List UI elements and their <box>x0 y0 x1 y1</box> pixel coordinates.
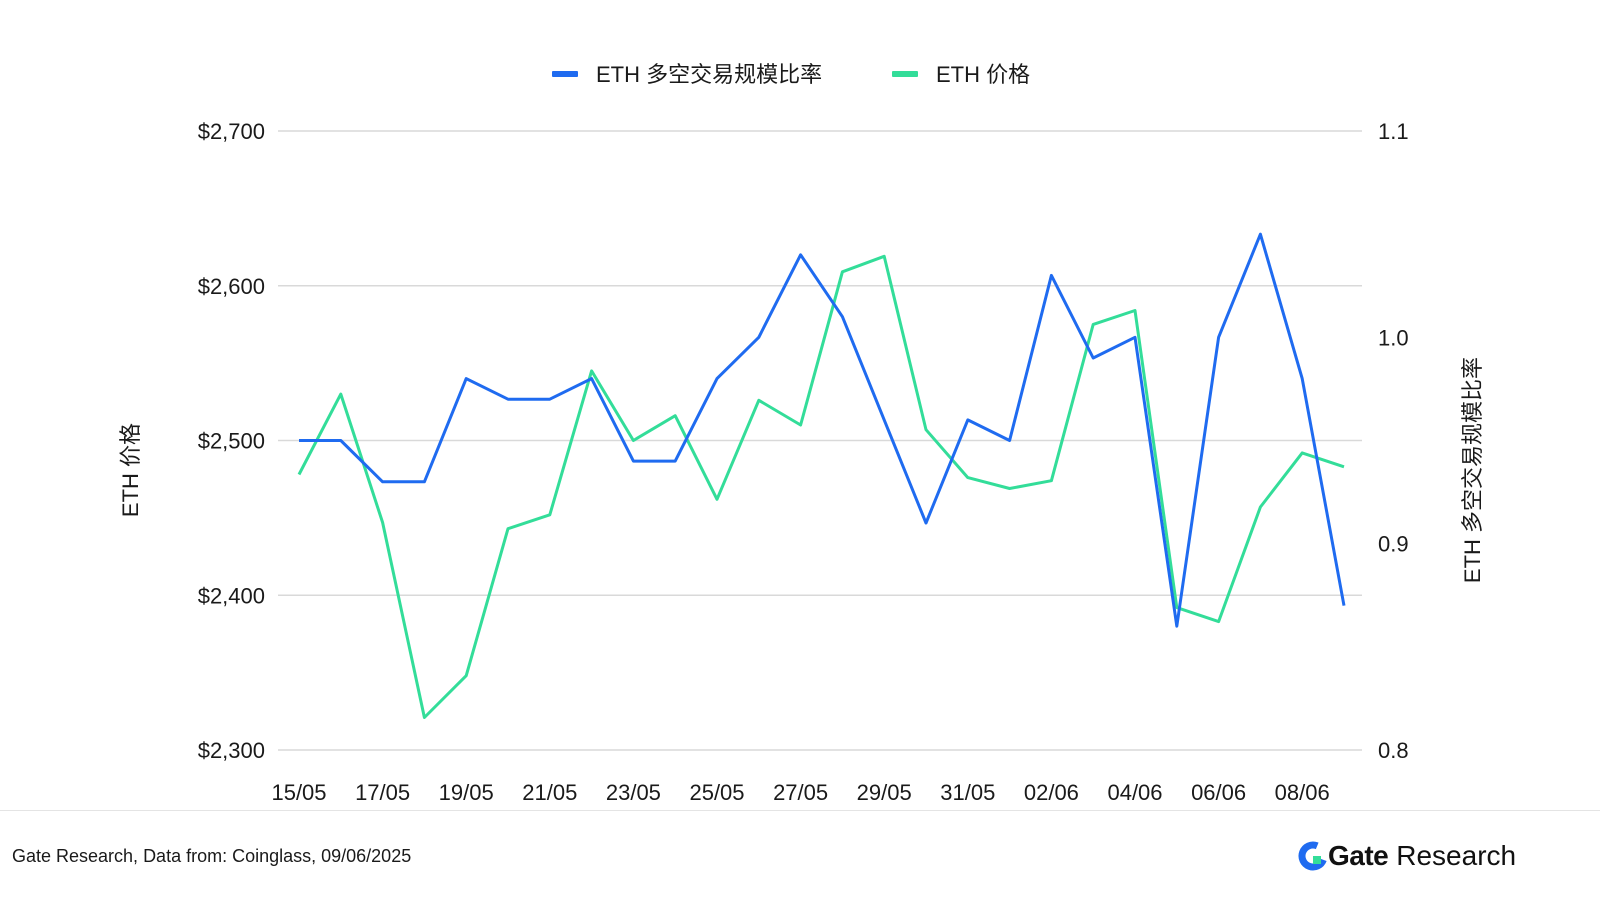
left-tick-label: $2,300 <box>198 738 265 763</box>
x-tick-label: 08/06 <box>1275 780 1330 805</box>
series-line-price <box>297 254 1345 719</box>
legend-label: ETH 多空交易规模比率 <box>596 62 822 87</box>
source-note: Gate Research, Data from: Coinglass, 09/… <box>12 846 412 866</box>
series-line-ratio <box>299 232 1346 628</box>
brand-suffix: Research <box>1396 840 1517 871</box>
x-tick-label: 04/06 <box>1107 780 1162 805</box>
left-tick-label: $2,500 <box>198 429 265 454</box>
x-tick-label: 29/05 <box>857 780 912 805</box>
dual-axis-line-chart: ETH 多空交易规模比率 ETH 价格 $2,700$2,600$2,500$2,… <box>118 62 1485 805</box>
x-tick-label: 17/05 <box>355 780 410 805</box>
x-tick-label: 27/05 <box>773 780 828 805</box>
right-tick-label: 0.9 <box>1378 532 1409 557</box>
x-tick-label: 25/05 <box>689 780 744 805</box>
brand-logo: Gate Research <box>1298 838 1516 874</box>
legend-swatch <box>892 71 918 77</box>
x-tick-label: 31/05 <box>940 780 995 805</box>
x-tick-label: 06/06 <box>1191 780 1246 805</box>
legend-label: ETH 价格 <box>936 62 1030 87</box>
x-tick-label: 23/05 <box>606 780 661 805</box>
left-axis-title: ETH 价格 <box>118 423 143 517</box>
left-tick-label: $2,600 <box>198 274 265 299</box>
chart-legend: ETH 多空交易规模比率 ETH 价格 <box>552 62 1030 87</box>
right-tick-label: 1.0 <box>1378 325 1409 350</box>
x-tick-label: 21/05 <box>522 780 577 805</box>
right-tick-label: 1.1 <box>1378 119 1409 144</box>
brand-name: Gate <box>1328 840 1389 871</box>
left-y-axis: $2,700 $2,600 $2,500 $2,400 $2,300 <box>198 119 265 763</box>
x-tick-label: 02/06 <box>1024 780 1079 805</box>
footer-divider <box>0 810 1600 811</box>
left-tick-label: $2,400 <box>198 583 265 608</box>
legend-swatch <box>552 71 578 77</box>
right-tick-label: 0.8 <box>1378 738 1409 763</box>
x-tick-label: 15/05 <box>271 780 326 805</box>
right-axis-title: ETH 多空交易规模比率 <box>1460 357 1485 583</box>
gate-logo-icon <box>1298 841 1328 871</box>
left-tick-label: $2,700 <box>198 119 265 144</box>
x-axis: 15/05 17/05 19/05 21/05 23/05 25/05 27/05 29/05… <box>271 780 1329 805</box>
series-lines <box>297 232 1346 719</box>
right-y-axis: 1.1 1.0 0.9 0.8 <box>1378 119 1409 763</box>
x-tick-label: 19/05 <box>439 780 494 805</box>
